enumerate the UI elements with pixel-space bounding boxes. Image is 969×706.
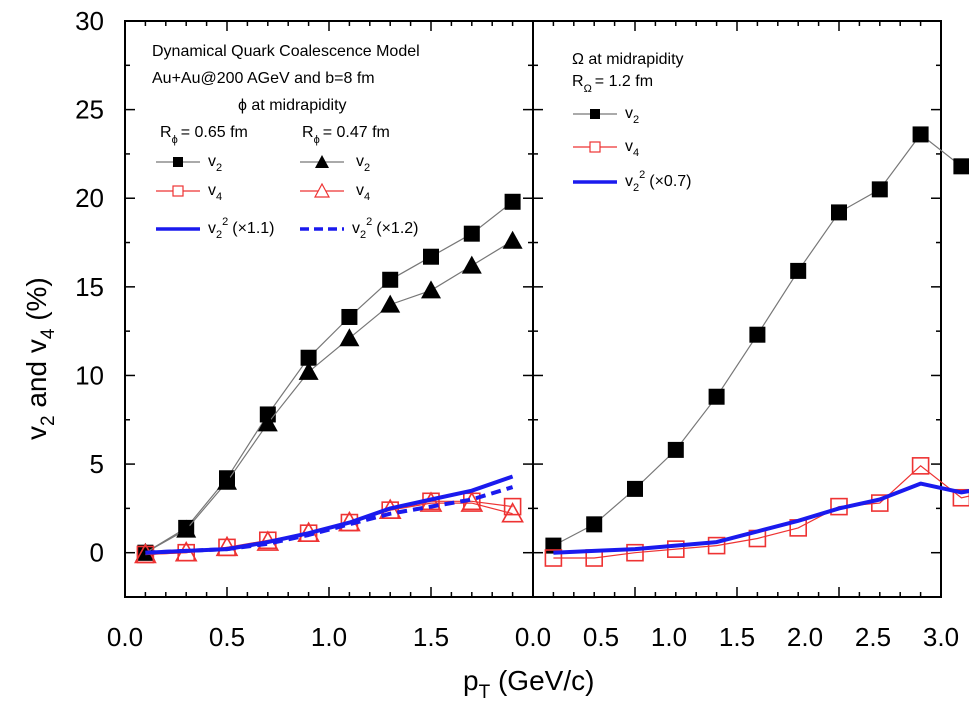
data-point [298,361,319,380]
right-radius: RΩ = 1.2 fm [572,73,653,95]
data-point [339,328,360,347]
left-annotation-system: Au+Au@200 AGeV and b=8 fm [152,70,375,87]
data-point [831,204,847,221]
y-tick-label: 10 [75,360,104,390]
legend-v4-open-square [156,185,200,197]
right-panel-series [544,126,969,567]
data-point [708,388,725,405]
y-tick-label: 5 [90,449,104,479]
data-point [912,126,929,143]
legend-omega-v2sq-label: v22 (×0.7) [625,169,692,194]
y-tick-labels: 0 5 10 15 20 25 30 [75,6,104,568]
legend-omega-v4-label: v4 [625,138,639,159]
data-point [707,536,726,555]
left-radius-2: Rϕ = 0.47 fm [302,124,390,146]
y-axis-title: v2 and v4 (%) [21,277,59,440]
data-point [382,271,399,288]
x-tick-label: 1.5 [719,622,755,652]
right-axis-ticks [532,20,942,597]
data-point [627,480,643,497]
y-tick-label: 25 [75,95,104,125]
data-point [176,519,197,538]
x-tick-label: 1.0 [311,622,347,652]
data-point [504,193,521,210]
data-point [667,441,684,458]
left-annotation-particle: ϕ at midrapidity [238,97,347,114]
data-point [749,326,766,343]
legend-omega-v2-label: v2 [625,105,639,126]
data-point [790,262,807,279]
data-point [257,413,278,432]
data-point [871,181,888,198]
data-point [953,158,969,175]
left-axis-ticks [124,20,534,597]
y-tick-label: 20 [75,183,104,213]
left-radius-1: Rϕ = 0.65 fm [160,124,248,146]
x-tick-label: 0.5 [583,622,619,652]
data-point [666,540,685,558]
data-point [501,502,524,523]
y-tick-label: 15 [75,272,104,302]
x-tick-label: 0.0 [515,622,551,652]
data-point [502,230,523,249]
data-point [503,497,522,516]
data-point [463,225,480,242]
x-tick-label: 2.0 [787,622,823,652]
legend-omega-v4 [573,141,617,153]
legend-omega-v2 [573,109,617,119]
x-tick-label: 3.0 [923,622,959,652]
legend-v4-label-2: v4 [356,182,370,203]
series-curve [145,485,514,555]
x-tick-label: 2.5 [855,622,891,652]
data-point [461,255,482,274]
legend-v2sq-factor-2: v22 (×1.2) [352,216,419,241]
left-panel-series [134,193,524,564]
series-connector [145,240,513,554]
x-tick-label: 0.5 [209,622,245,652]
y-tick-label: 0 [90,538,104,568]
series-curve [553,481,969,555]
legend-v2sq-factor-1: v22 (×1.1) [208,216,275,241]
x-tick-labels: 0.0 0.5 1.0 1.5 0.0 0.5 1.0 1.5 2.0 2.5 3.0 [107,622,959,652]
data-point [421,280,441,299]
right-annotation-particle: Ω at midrapidity [572,51,684,68]
data-point [544,549,563,567]
x-axis-title: pT (GeV/c) [463,665,594,703]
series-connector [553,465,969,559]
data-point [423,248,439,265]
x-tick-label: 1.0 [651,622,687,652]
data-point [952,488,969,507]
legend-v4-label: v4 [208,182,222,203]
y-tick-label: 30 [75,6,104,36]
data-point [217,471,237,490]
series-curve [145,474,514,555]
data-point [341,308,358,325]
data-point [380,294,401,313]
series-connector [145,201,513,554]
left-annotation-title: Dynamical Quark Coalescence Model [152,43,420,60]
legend-v2-label-2: v2 [356,153,370,174]
x-tick-label: 0.0 [107,622,143,652]
legend-v4-open-triangle [300,182,344,198]
data-point [626,543,644,562]
legend-v2-triangle [300,155,344,168]
data-point [300,349,317,366]
legend-v2-square [156,157,200,167]
x-tick-label: 1.5 [413,622,449,652]
data-point [586,516,603,533]
data-point [911,457,930,475]
legend-v2-label: v2 [208,153,222,174]
